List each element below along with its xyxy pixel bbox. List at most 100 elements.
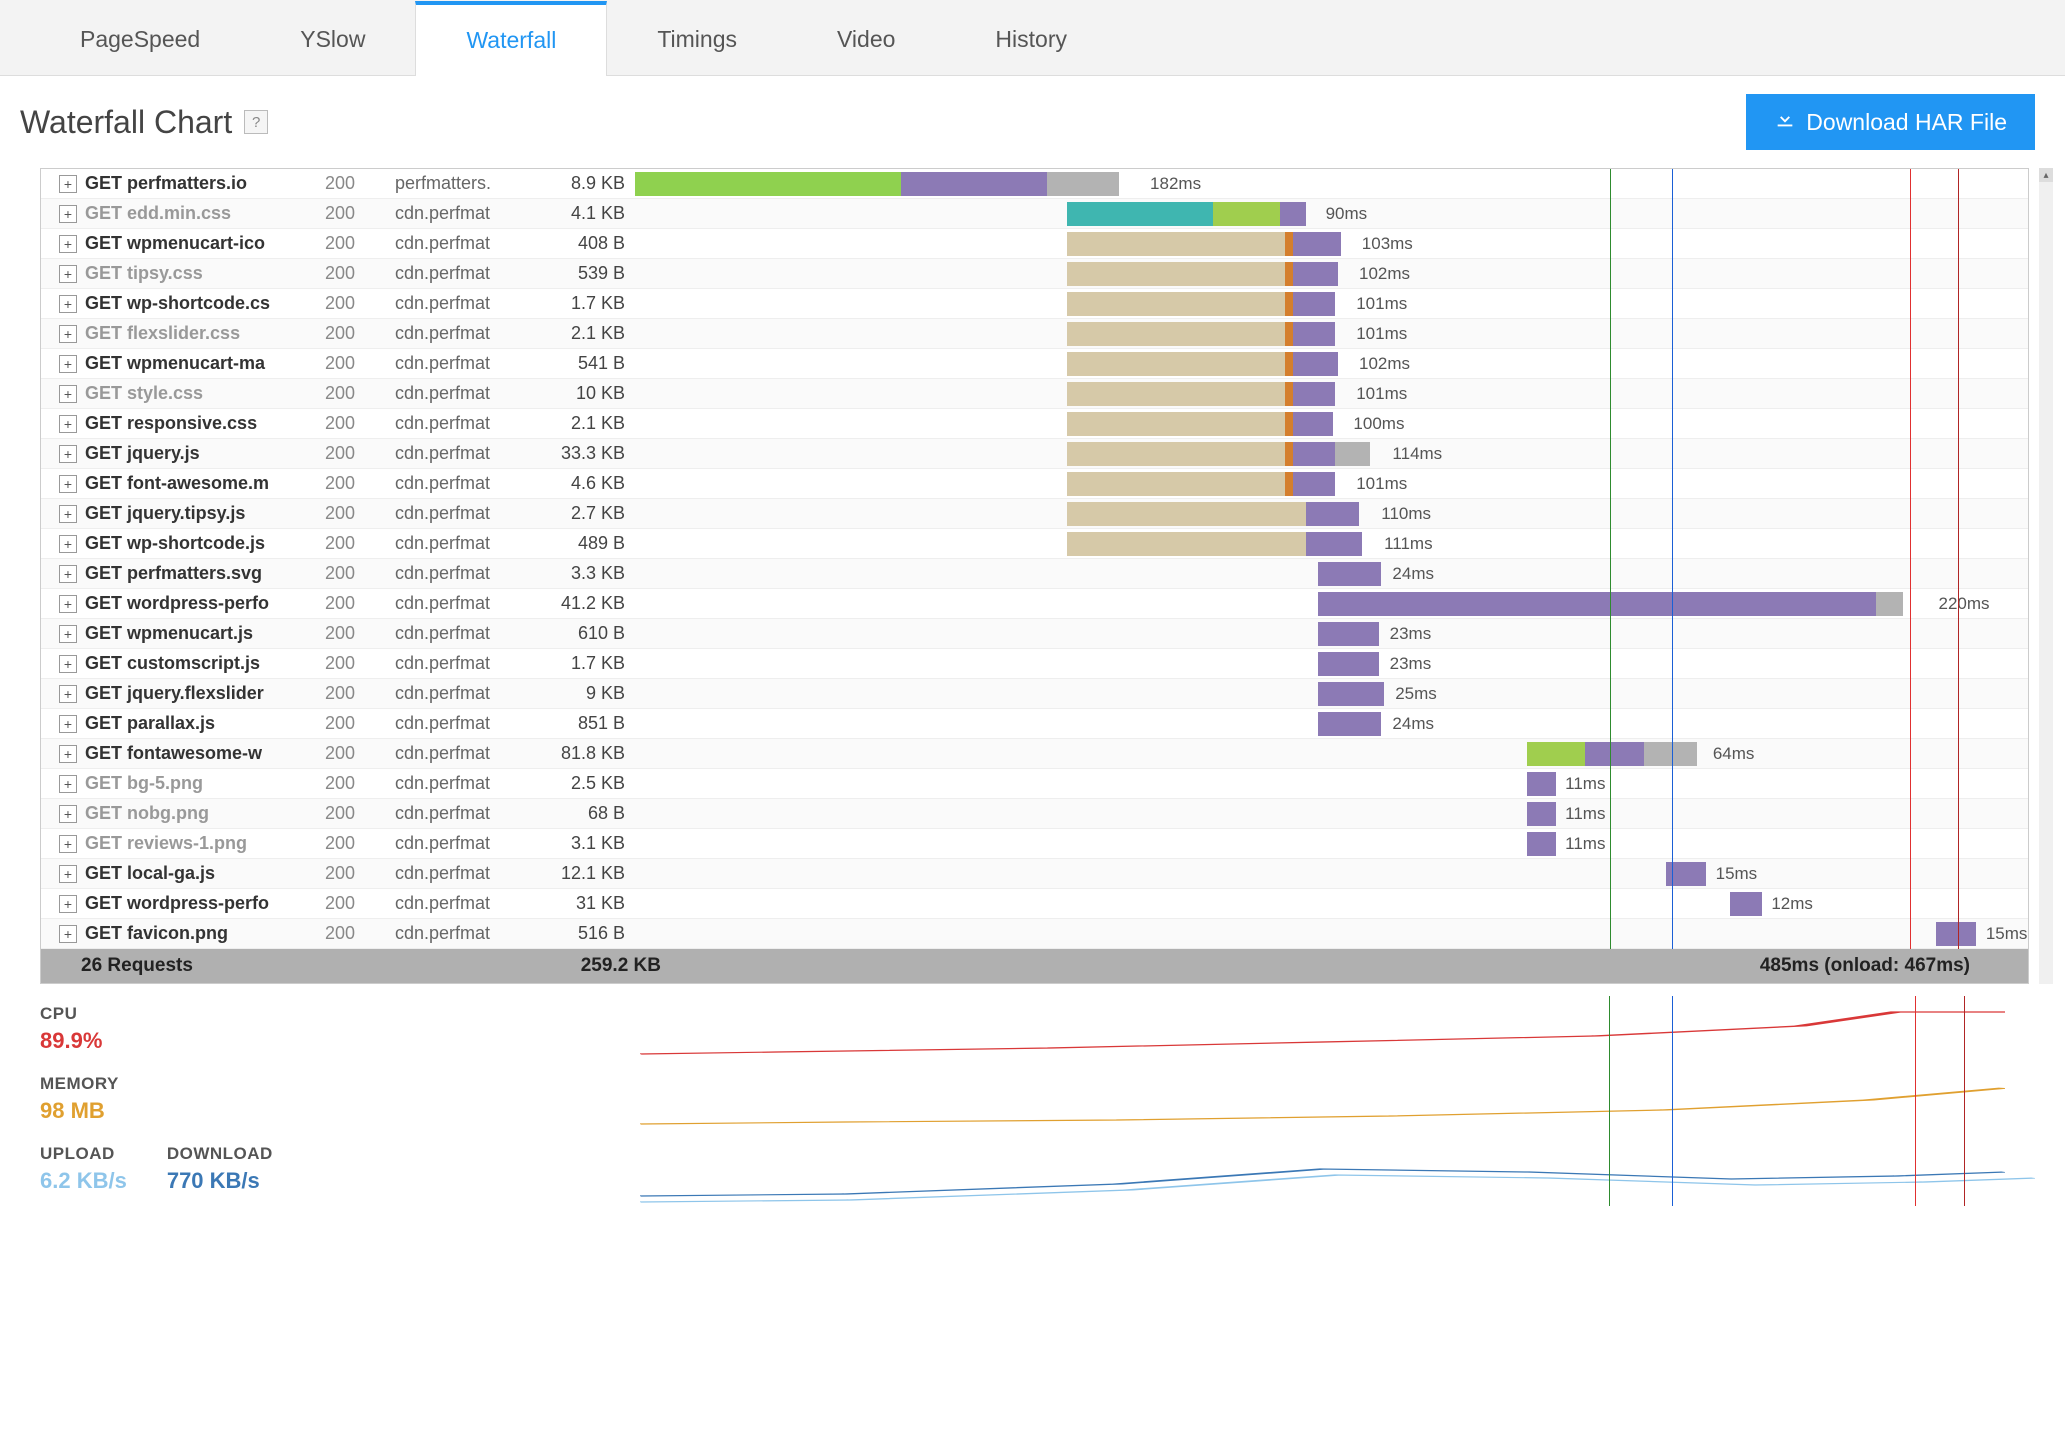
expand-icon[interactable]: + — [59, 175, 77, 193]
status-code: 200 — [325, 803, 395, 824]
expand-icon[interactable]: + — [59, 205, 77, 223]
size: 2.1 KB — [545, 413, 635, 434]
expand-icon[interactable]: + — [59, 685, 77, 703]
expand-icon[interactable]: + — [59, 625, 77, 643]
expand-icon[interactable]: + — [59, 805, 77, 823]
timing-bar: 11ms — [635, 799, 2028, 828]
time-label: 11ms — [1565, 834, 1605, 854]
tab-video[interactable]: Video — [787, 0, 945, 75]
scroll-up-icon[interactable]: ▴ — [2039, 168, 2053, 182]
domain: cdn.perfmat — [395, 383, 545, 404]
request-row[interactable]: +GET fontawesome-w200cdn.perfmat81.8 KB6… — [41, 739, 2028, 769]
help-icon[interactable]: ? — [244, 110, 268, 134]
status-code: 200 — [325, 443, 395, 464]
request-row[interactable]: +GET nobg.png200cdn.perfmat68 B11ms — [41, 799, 2028, 829]
timing-bar: 110ms — [635, 499, 2028, 528]
size: 33.3 KB — [545, 443, 635, 464]
timing-bar: 90ms — [635, 199, 2028, 228]
time-label: 11ms — [1565, 774, 1605, 794]
request-name: GET tipsy.css — [85, 263, 325, 284]
scrollbar[interactable]: ▴ — [2039, 168, 2053, 984]
request-row[interactable]: +GET wordpress-perfo200cdn.perfmat41.2 K… — [41, 589, 2028, 619]
request-row[interactable]: +GET favicon.png200cdn.perfmat516 B15ms — [41, 919, 2028, 949]
domain: cdn.perfmat — [395, 353, 545, 374]
download-title: DOWNLOAD — [167, 1144, 273, 1164]
expand-icon[interactable]: + — [59, 325, 77, 343]
expand-icon[interactable]: + — [59, 445, 77, 463]
expand-icon[interactable]: + — [59, 415, 77, 433]
request-row[interactable]: +GET jquery.flexslider200cdn.perfmat9 KB… — [41, 679, 2028, 709]
request-name: GET jquery.tipsy.js — [85, 503, 325, 524]
size: 2.5 KB — [545, 773, 635, 794]
expand-icon[interactable]: + — [59, 265, 77, 283]
expand-icon[interactable]: + — [59, 595, 77, 613]
expand-icon[interactable]: + — [59, 385, 77, 403]
timing-bar: 102ms — [635, 259, 2028, 288]
request-row[interactable]: +GET reviews-1.png200cdn.perfmat3.1 KB11… — [41, 829, 2028, 859]
request-row[interactable]: +GET local-ga.js200cdn.perfmat12.1 KB15m… — [41, 859, 2028, 889]
time-label: 23ms — [1390, 654, 1432, 674]
expand-icon[interactable]: + — [59, 355, 77, 373]
time-label: 101ms — [1356, 384, 1407, 404]
request-row[interactable]: +GET wordpress-perfo200cdn.perfmat31 KB1… — [41, 889, 2028, 919]
request-row[interactable]: +GET customscript.js200cdn.perfmat1.7 KB… — [41, 649, 2028, 679]
domain: cdn.perfmat — [395, 893, 545, 914]
expand-icon[interactable]: + — [59, 865, 77, 883]
expand-icon[interactable]: + — [59, 535, 77, 553]
request-row[interactable]: +GET wpmenucart.js200cdn.perfmat610 B23m… — [41, 619, 2028, 649]
tab-timings[interactable]: Timings — [607, 0, 787, 75]
status-code: 200 — [325, 173, 395, 194]
expand-icon[interactable]: + — [59, 295, 77, 313]
expand-icon[interactable]: + — [59, 475, 77, 493]
request-name: GET wpmenucart-ico — [85, 233, 325, 254]
timing-bar: 23ms — [635, 649, 2028, 678]
expand-icon[interactable]: + — [59, 235, 77, 253]
request-row[interactable]: +GET style.css200cdn.perfmat10 KB101ms — [41, 379, 2028, 409]
timing-bar: 101ms — [635, 319, 2028, 348]
timing-bar: 101ms — [635, 289, 2028, 318]
expand-icon[interactable]: + — [59, 565, 77, 583]
request-row[interactable]: +GET wp-shortcode.cs200cdn.perfmat1.7 KB… — [41, 289, 2028, 319]
expand-icon[interactable]: + — [59, 655, 77, 673]
tab-history[interactable]: History — [945, 0, 1117, 75]
timing-bar: 11ms — [635, 829, 2028, 858]
request-row[interactable]: +GET flexslider.css200cdn.perfmat2.1 KB1… — [41, 319, 2028, 349]
request-row[interactable]: +GET font-awesome.m200cdn.perfmat4.6 KB1… — [41, 469, 2028, 499]
timing-bar: 220ms — [635, 589, 2028, 618]
memory-value: 98 MB — [40, 1098, 119, 1124]
request-row[interactable]: +GET perfmatters.svg200cdn.perfmat3.3 KB… — [41, 559, 2028, 589]
request-row[interactable]: +GET wpmenucart-ico200cdn.perfmat408 B10… — [41, 229, 2028, 259]
request-row[interactable]: +GET perfmatters.io200perfmatters.8.9 KB… — [41, 169, 2028, 199]
timing-bar: 25ms — [635, 679, 2028, 708]
tab-yslow[interactable]: YSlow — [250, 0, 415, 75]
status-code: 200 — [325, 263, 395, 284]
request-row[interactable]: +GET parallax.js200cdn.perfmat851 B24ms — [41, 709, 2028, 739]
request-row[interactable]: +GET responsive.css200cdn.perfmat2.1 KB1… — [41, 409, 2028, 439]
expand-icon[interactable]: + — [59, 835, 77, 853]
expand-icon[interactable]: + — [59, 715, 77, 733]
request-row[interactable]: +GET wpmenucart-ma200cdn.perfmat541 B102… — [41, 349, 2028, 379]
size: 8.9 KB — [545, 173, 635, 194]
request-row[interactable]: +GET wp-shortcode.js200cdn.perfmat489 B1… — [41, 529, 2028, 559]
tab-waterfall[interactable]: Waterfall — [415, 1, 607, 76]
page-title: Waterfall Chart ? — [20, 104, 268, 141]
request-row[interactable]: +GET tipsy.css200cdn.perfmat539 B102ms — [41, 259, 2028, 289]
download-har-button[interactable]: Download HAR File — [1746, 94, 2035, 150]
status-code: 200 — [325, 383, 395, 404]
request-row[interactable]: +GET bg-5.png200cdn.perfmat2.5 KB11ms — [41, 769, 2028, 799]
expand-icon[interactable]: + — [59, 925, 77, 943]
status-code: 200 — [325, 563, 395, 584]
request-name: GET style.css — [85, 383, 325, 404]
expand-icon[interactable]: + — [59, 745, 77, 763]
request-row[interactable]: +GET jquery.tipsy.js200cdn.perfmat2.7 KB… — [41, 499, 2028, 529]
expand-icon[interactable]: + — [59, 895, 77, 913]
cpu-title: CPU — [40, 1004, 102, 1024]
request-row[interactable]: +GET jquery.js200cdn.perfmat33.3 KB114ms — [41, 439, 2028, 469]
request-row[interactable]: +GET edd.min.css200cdn.perfmat4.1 KB90ms — [41, 199, 2028, 229]
download-label: Download HAR File — [1806, 109, 2007, 136]
expand-icon[interactable]: + — [59, 775, 77, 793]
time-label: 24ms — [1392, 714, 1434, 734]
time-label: 100ms — [1353, 414, 1404, 434]
tab-pagespeed[interactable]: PageSpeed — [30, 0, 250, 75]
expand-icon[interactable]: + — [59, 505, 77, 523]
